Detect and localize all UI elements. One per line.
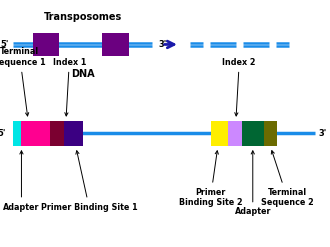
Text: 5': 5' — [0, 40, 8, 49]
Text: Index 1: Index 1 — [52, 58, 86, 116]
Bar — [211, 121, 228, 146]
Bar — [21, 121, 50, 146]
Bar — [228, 121, 242, 146]
Bar — [64, 121, 83, 146]
Bar — [102, 33, 129, 56]
Bar — [33, 33, 59, 56]
Bar — [50, 121, 64, 146]
Text: DNA: DNA — [71, 69, 94, 79]
Text: Terminal
Sequence 2: Terminal Sequence 2 — [261, 151, 313, 207]
Bar — [242, 121, 264, 146]
Text: 3': 3' — [318, 129, 327, 138]
Text: Adapter: Adapter — [3, 151, 40, 211]
Text: Primer
Binding Site 2: Primer Binding Site 2 — [179, 151, 242, 207]
Text: Adapter: Adapter — [235, 151, 271, 216]
Bar — [13, 121, 21, 146]
Text: 5': 5' — [0, 129, 6, 138]
Text: Primer Binding Site 1: Primer Binding Site 1 — [41, 151, 137, 211]
Text: Transposomes: Transposomes — [43, 12, 122, 22]
Text: Terminal
Sequence 1: Terminal Sequence 1 — [0, 47, 46, 116]
Bar — [264, 121, 277, 146]
Text: 3': 3' — [158, 40, 167, 49]
Text: Index 2: Index 2 — [222, 58, 256, 116]
